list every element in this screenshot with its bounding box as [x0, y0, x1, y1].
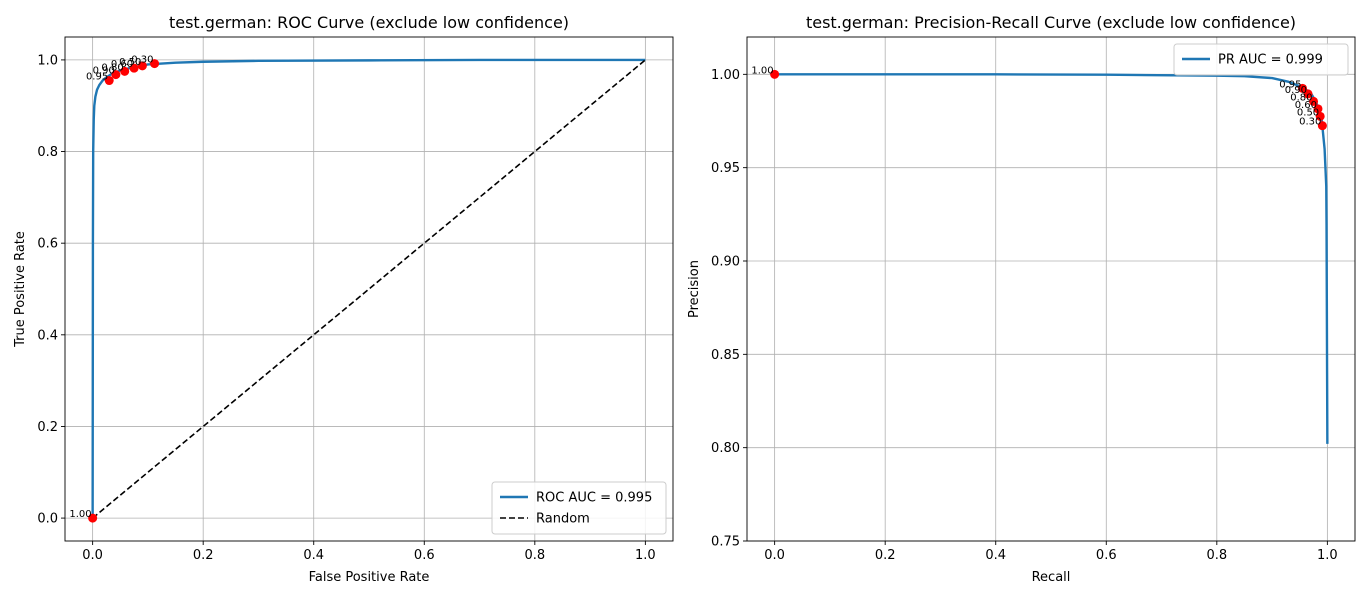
threshold-point	[137, 61, 147, 71]
threshold-label: 0.95	[86, 72, 108, 83]
threshold-label: 0.60	[111, 59, 133, 70]
y-tick-label: 0.8	[37, 145, 58, 160]
y-tick-label: 0.4	[37, 328, 58, 343]
y-axis-label: Precision	[687, 260, 702, 318]
threshold-label: 0.30	[131, 55, 153, 66]
series-line-2	[92, 59, 646, 519]
x-tick-label: 0.0	[764, 548, 785, 563]
threshold-label: 0.80	[1290, 92, 1312, 103]
chart-title: test.german: Precision-Recall Curve (exc…	[806, 13, 1296, 32]
threshold-label: 0.50	[1297, 107, 1319, 118]
threshold-point	[1309, 96, 1319, 106]
threshold-point	[111, 70, 121, 80]
threshold-label: 0.90	[93, 66, 115, 77]
y-tick-label: 0.90	[711, 255, 740, 270]
threshold-point	[1317, 121, 1327, 131]
plot-area	[91, 58, 646, 519]
legend-label: Random	[536, 512, 590, 527]
x-tick-label: 0.8	[1206, 548, 1227, 563]
threshold-point	[770, 69, 780, 79]
axes-frame	[746, 36, 1356, 542]
x-tick-label: 0.2	[193, 548, 214, 563]
threshold-label: 0.90	[1285, 85, 1307, 96]
plot-area	[774, 73, 1329, 444]
threshold-point	[150, 59, 160, 69]
x-axis-label: False Positive Rate	[309, 570, 430, 585]
y-tick-label: 0.85	[711, 348, 740, 363]
legend-label: PR AUC = 0.999	[1218, 53, 1323, 68]
series-line-1	[91, 58, 646, 519]
threshold-point	[1315, 111, 1325, 121]
y-tick-label: 0.75	[711, 535, 740, 550]
threshold-label: 1.00	[751, 65, 773, 76]
threshold-label: 0.60	[1295, 100, 1317, 111]
x-tick-label: 0.4	[985, 548, 1006, 563]
axes-frame	[64, 36, 674, 542]
y-tick-label: 0.0	[37, 512, 58, 527]
grid	[65, 37, 673, 541]
threshold-point	[120, 66, 130, 76]
legend-label: ROC AUC = 0.995	[536, 491, 652, 506]
legend-box	[491, 481, 667, 535]
threshold-point	[1303, 89, 1313, 99]
x-tick-label: 0.6	[1096, 548, 1117, 563]
threshold-label: 0.80	[101, 62, 123, 73]
x-tick-label: 0.4	[303, 548, 324, 563]
y-tick-label: 0.2	[37, 420, 58, 435]
y-tick-label: 1.00	[711, 68, 740, 83]
threshold-point	[104, 76, 114, 86]
grid	[747, 37, 1355, 542]
y-tick-label: 1.0	[37, 53, 58, 68]
threshold-point	[88, 513, 98, 523]
chart-panel-1: 1.00 0.950.900.800.600.500.30 0.0 0.2 0.4 0.6…	[13, 13, 674, 585]
threshold-label: 0.95	[1279, 79, 1301, 90]
x-tick-label: 1.0	[635, 548, 656, 563]
threshold-point	[1297, 83, 1307, 93]
threshold-label: 1.00	[69, 509, 91, 520]
legend: ROC AUC = 0.995 Random	[491, 481, 667, 535]
y-tick-label: 0.80	[711, 441, 740, 456]
legend: PR AUC = 0.999	[1173, 43, 1349, 76]
y-tick-label: 0.95	[711, 161, 740, 176]
x-tick-label: 0.2	[875, 548, 896, 563]
x-tick-label: 0.0	[82, 548, 103, 563]
threshold-label: 0.50	[119, 57, 141, 68]
chart-panel-2: 1.000.950.900.800.600.500.300.0 0.2 0.4 0.6…	[687, 13, 1356, 585]
legend-box	[1173, 43, 1349, 76]
chart-title: test.german: ROC Curve (exclude low conf…	[169, 13, 569, 32]
x-tick-label: 0.6	[414, 548, 435, 563]
y-tick-label: 0.6	[37, 237, 58, 252]
x-tick-label: 0.8	[524, 548, 545, 563]
x-axis-label: Recall	[1032, 570, 1071, 585]
threshold-point	[129, 63, 139, 73]
threshold-label: 0.30	[1299, 117, 1321, 128]
y-axis-label: True Positive Rate	[13, 231, 28, 348]
threshold-point	[1313, 104, 1323, 114]
series-line-1	[774, 73, 1329, 444]
x-tick-label: 1.0	[1317, 548, 1338, 563]
